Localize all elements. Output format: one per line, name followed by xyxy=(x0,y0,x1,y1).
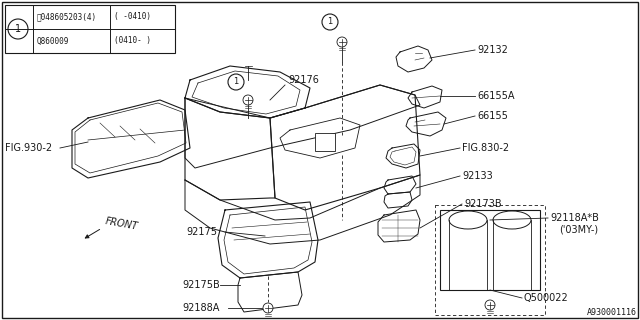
Bar xyxy=(315,133,335,151)
Text: (0410- ): (0410- ) xyxy=(114,36,151,45)
Text: 1: 1 xyxy=(328,18,333,27)
Text: ( -0410): ( -0410) xyxy=(114,12,151,21)
Ellipse shape xyxy=(449,211,487,229)
Text: FRONT: FRONT xyxy=(104,216,138,232)
Text: FIG.930-2: FIG.930-2 xyxy=(5,143,52,153)
Circle shape xyxy=(485,300,495,310)
Text: 66155A: 66155A xyxy=(477,91,515,101)
Text: 92175B: 92175B xyxy=(182,280,220,290)
Text: 1: 1 xyxy=(234,77,239,86)
Ellipse shape xyxy=(493,211,531,229)
Text: 92133: 92133 xyxy=(462,171,493,181)
Text: Q500022: Q500022 xyxy=(524,293,569,303)
Text: A930001116: A930001116 xyxy=(587,308,637,317)
Circle shape xyxy=(8,19,28,39)
Text: 92173B: 92173B xyxy=(464,199,502,209)
Text: FIG.830-2: FIG.830-2 xyxy=(462,143,509,153)
Circle shape xyxy=(228,74,244,90)
Text: 92176: 92176 xyxy=(288,75,319,85)
Text: 66155: 66155 xyxy=(477,111,508,121)
Text: 1: 1 xyxy=(15,24,21,34)
Circle shape xyxy=(337,37,347,47)
Text: 92118A*B: 92118A*B xyxy=(550,213,599,223)
Circle shape xyxy=(243,95,253,105)
Text: Ⓢ048605203(4): Ⓢ048605203(4) xyxy=(37,12,97,21)
Text: 92175: 92175 xyxy=(186,227,217,237)
Bar xyxy=(5,5,175,53)
Circle shape xyxy=(263,303,273,313)
Text: ('03MY-): ('03MY-) xyxy=(559,224,598,234)
Circle shape xyxy=(322,14,338,30)
Bar xyxy=(440,210,540,290)
Text: 92188A: 92188A xyxy=(182,303,220,313)
Text: 92132: 92132 xyxy=(477,45,508,55)
Text: Q860009: Q860009 xyxy=(37,36,69,45)
